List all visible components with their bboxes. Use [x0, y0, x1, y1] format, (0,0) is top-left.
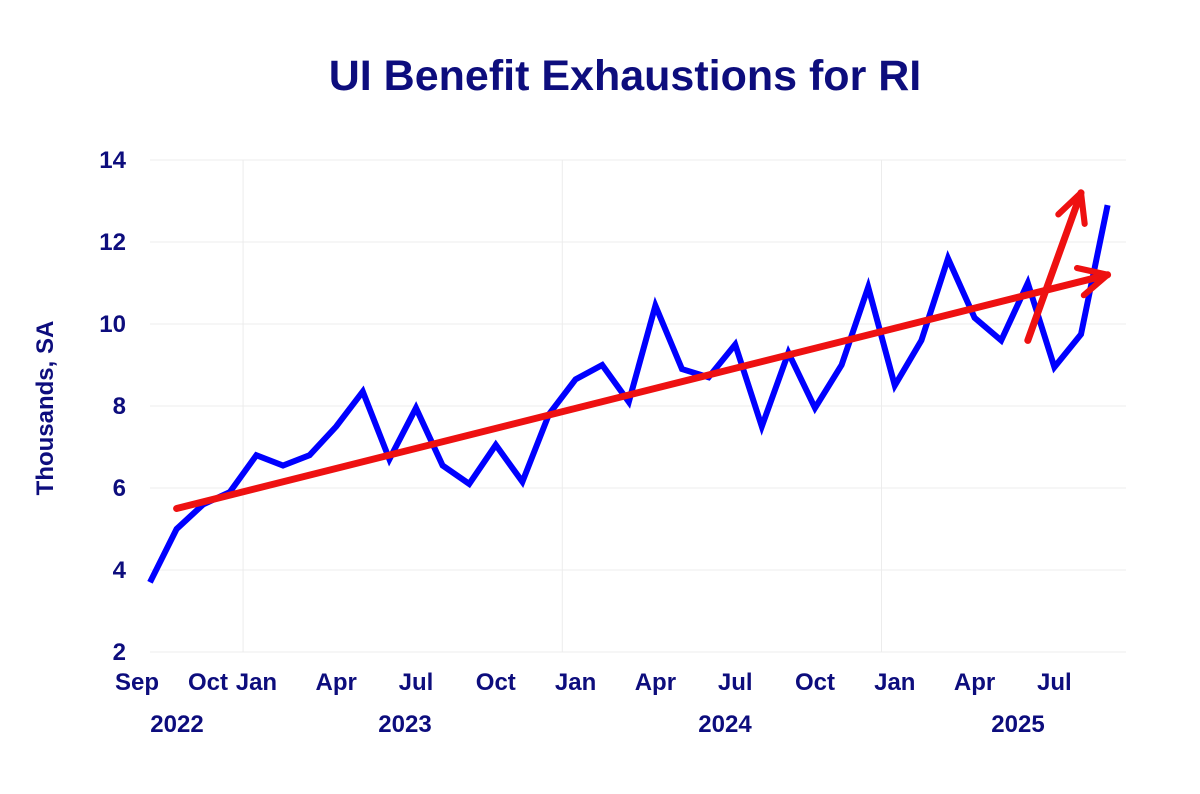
year-label: 2025 — [991, 711, 1044, 738]
chart-title: UI Benefit Exhaustions for RI — [328, 52, 922, 100]
x-tick-label: Apr — [635, 669, 676, 696]
x-tick-label: Jan — [555, 669, 596, 696]
y-tick-label: 2 — [113, 639, 126, 666]
x-tick-label: Jul — [399, 669, 434, 696]
y-tick-label: 4 — [113, 557, 127, 584]
x-tick-labels: Sep Oct Jan Apr Jul Oct Jan Apr Jul Oct Jan Apr Jul — [115, 669, 1072, 696]
y-tick-label: 8 — [113, 393, 126, 420]
y-tick-label: 10 — [99, 311, 126, 338]
x-tick-label: Sep — [115, 669, 159, 696]
year-label: 2023 — [378, 711, 431, 738]
x-tick-label: Apr — [316, 669, 357, 696]
annotation-arrows — [173, 189, 1112, 512]
year-label: 2022 — [150, 711, 203, 738]
spike-arrow — [1024, 189, 1088, 344]
x-tick-label: Jan — [874, 669, 915, 696]
gridlines — [150, 159, 1126, 653]
y-tick-label: 6 — [113, 475, 126, 502]
x-tick-label: Oct — [476, 669, 516, 696]
series-line — [147, 204, 1111, 584]
series-group — [147, 204, 1111, 584]
y-tick-labels: 2 4 6 8 10 12 14 — [99, 147, 126, 666]
y-tick-label: 12 — [99, 229, 126, 256]
x-tick-label: Jul — [718, 669, 753, 696]
year-label: 2024 — [698, 711, 752, 738]
trend-arrow — [173, 264, 1112, 512]
x-tick-label: Jul — [1037, 669, 1072, 696]
year-labels: 2022 2023 2024 2025 — [150, 711, 1044, 738]
x-tick-label: Oct — [188, 669, 228, 696]
x-tick-label: Apr — [954, 669, 995, 696]
y-tick-label: 14 — [99, 147, 126, 174]
x-tick-label: Oct — [795, 669, 835, 696]
x-tick-label: Jan — [236, 669, 277, 696]
